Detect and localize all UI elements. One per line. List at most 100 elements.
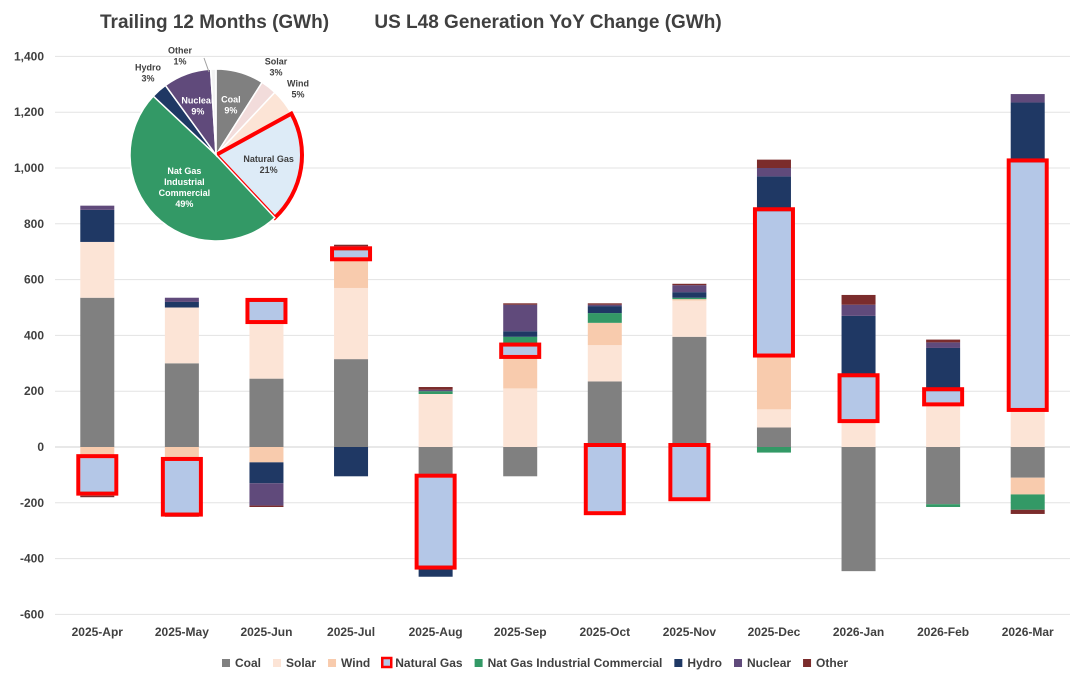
bar-segment-hydro (164, 301, 199, 308)
bar-segment-other (841, 294, 876, 305)
bar-segment-coal (334, 359, 369, 447)
bar-segment-nuclear (841, 304, 876, 316)
bar-chart-title: US L48 Generation YoY Change (GWh) (374, 12, 722, 33)
y-tick-label: -600 (20, 607, 44, 621)
bar-segment-nat-gas-industrial-commercial (587, 313, 622, 323)
bar-segment-natural-gas (334, 250, 369, 258)
pie-slice-label: Natural Gas (243, 154, 294, 164)
legend-label-hydro: Hydro (687, 656, 722, 670)
y-axis: -600 -400 -200 0 200 400 600 800 1,000 1,200 1,400 (14, 49, 44, 621)
bar-segment-nuclear (926, 342, 961, 348)
bar-segment-coal (80, 297, 115, 447)
legend-label-other: Other (816, 656, 848, 670)
natural-gas-highlight (160, 456, 203, 517)
bar-segment-natural-gas (249, 301, 284, 321)
pie-slice-label: Coal (221, 94, 241, 104)
x-tick-label: 2025-Jun (240, 625, 292, 639)
bar-segment-wind (1010, 477, 1045, 495)
bar-segment-nat-gas-industrial-commercial (756, 447, 791, 453)
bar-segment-coal (672, 336, 707, 447)
legend-label-natural-gas: Natural Gas (395, 656, 463, 670)
bar-segment-nat-gas-industrial-commercial (926, 504, 961, 507)
y-tick-label: 200 (24, 384, 44, 398)
bar-segment-nat-gas-industrial-commercial (503, 336, 538, 347)
bar-segment-nuclear (249, 483, 284, 506)
natural-gas-highlight (752, 207, 795, 358)
natural-gas-highlight (668, 443, 711, 502)
x-tick-label: 2026-Mar (1002, 625, 1054, 639)
bar-segment-nuclear (587, 304, 622, 307)
x-tick-label: 2025-May (155, 625, 209, 639)
pie-pct-label: 49% (175, 199, 193, 209)
bar-segment-natural-gas (926, 391, 961, 403)
bar-segment-other (334, 244, 369, 247)
bar-segment-coal (841, 447, 876, 572)
bar-segment-natural-gas (503, 346, 538, 355)
natural-gas-highlight (1006, 158, 1049, 412)
bar-segment-nuclear (1010, 94, 1045, 103)
legend-swatch (474, 659, 483, 667)
bar-segment-natural-gas (841, 377, 876, 420)
bar-segment-other (1010, 509, 1045, 514)
legend-label-nat-gas-industrial-commercial: Nat Gas Industrial Commercial (488, 656, 663, 670)
pie-pct-label: 9% (191, 106, 204, 116)
bar-segment-nuclear (80, 205, 115, 210)
pie-pct-label: 1% (173, 57, 186, 67)
bar-segment-wind (503, 354, 538, 389)
bar-segment-solar (672, 300, 707, 337)
x-tick-label: 2025-Sep (494, 625, 547, 639)
bar-segment-nuclear (756, 168, 791, 177)
bar-segment-wind (587, 322, 622, 346)
bar-segment-wind (80, 447, 115, 459)
y-tick-label: 800 (24, 217, 44, 231)
legend-swatch (222, 659, 230, 667)
bar-segment-wind (249, 447, 284, 463)
bar-segment-natural-gas (164, 460, 199, 513)
x-tick-label: 2025-Oct (579, 625, 630, 639)
bar-segment-natural-gas (587, 447, 622, 512)
y-tick-label: 400 (24, 328, 44, 342)
natural-gas-highlight (245, 297, 288, 325)
y-tick-label: 1,000 (14, 161, 44, 175)
bar-segment-wind (334, 257, 369, 288)
bar-segment-solar (418, 393, 453, 447)
bar-segment-hydro (503, 331, 538, 337)
bar-segment-solar (1010, 407, 1045, 447)
natural-gas-highlight (499, 342, 542, 359)
bar-segment-nuclear (164, 297, 199, 302)
y-tick-label: 1,400 (14, 49, 44, 63)
bar-segment-other (756, 159, 791, 168)
natural-gas-highlight (837, 373, 880, 424)
pie-pct-label: 3% (269, 68, 282, 78)
pie-title: Trailing 12 Months (GWh) (100, 12, 330, 33)
bar-segment-hydro (587, 306, 622, 314)
legend-label-coal: Coal (235, 656, 261, 670)
bar-segment-solar (334, 287, 369, 360)
legend-label-solar: Solar (286, 656, 316, 670)
bar-segment-coal (587, 381, 622, 447)
bar-segment-nuclear (672, 285, 707, 293)
legend: Coal Solar Wind Natural Gas Nat Gas Industri… (222, 656, 848, 670)
pie-pct-label: 5% (291, 90, 304, 100)
pie-pct-label: 9% (224, 105, 237, 115)
bar-segment-natural-gas (756, 211, 791, 354)
bar-segment-nat-gas-industrial-commercial (418, 391, 453, 394)
bar-segment-solar (164, 307, 199, 364)
legend-swatch (273, 659, 282, 667)
x-tick-label: 2026-Jan (833, 625, 884, 639)
bar-segment-natural-gas (1010, 162, 1045, 408)
bar-segment-solar (587, 345, 622, 382)
bar-segment-coal (249, 378, 284, 447)
bar-segment-solar (80, 241, 115, 298)
bar-segment-other (587, 303, 622, 305)
bar-segment-solar (249, 320, 284, 379)
legend-swatch (381, 656, 393, 669)
bar-segment-hydro (80, 209, 115, 242)
y-tick-label: -200 (20, 496, 44, 510)
bar-segment-natural-gas (418, 477, 453, 566)
x-tick-label: 2025-Nov (663, 625, 717, 639)
bar-segment-natural-gas (672, 447, 707, 498)
bar-segment-nat-gas-industrial-commercial (1010, 494, 1045, 510)
pie-slice-label: Nuclear (181, 95, 215, 105)
